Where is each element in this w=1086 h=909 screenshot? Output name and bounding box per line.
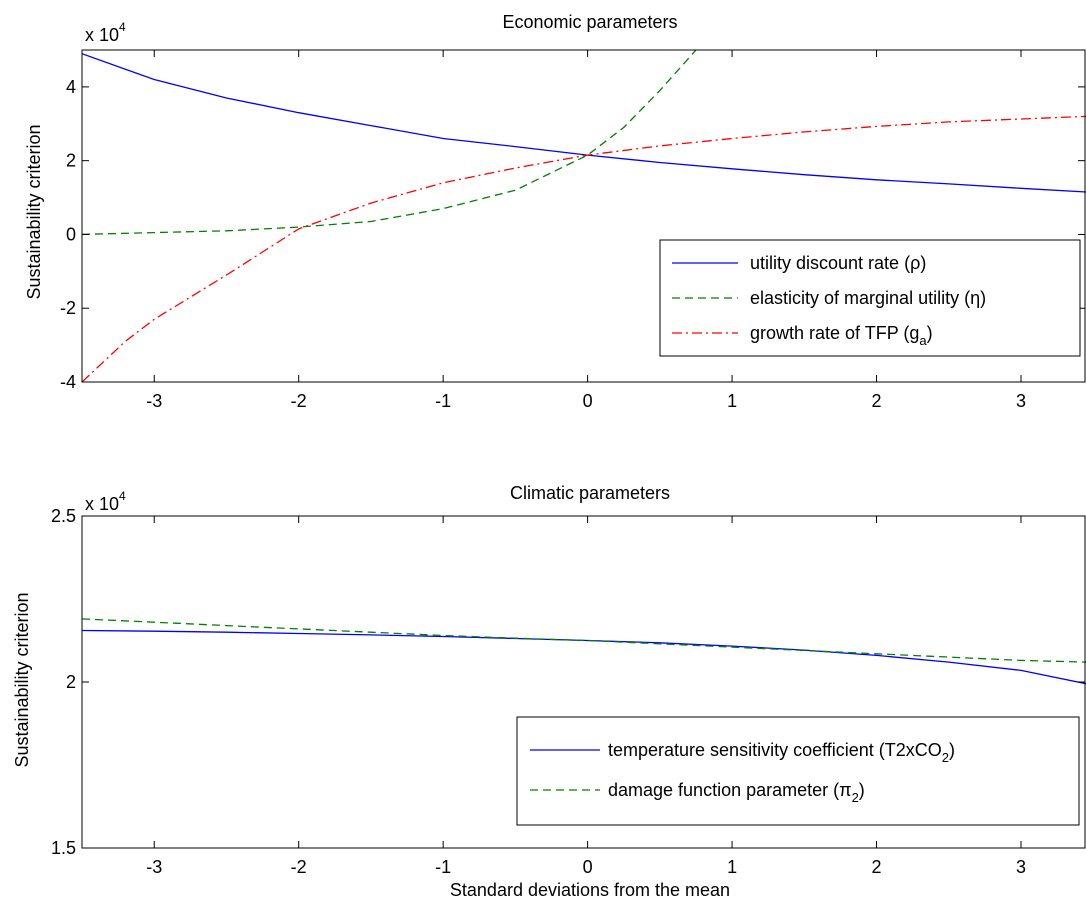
plot-frame <box>81 49 1086 383</box>
svg-text:x 104: x 104 <box>85 20 126 45</box>
x-tick-label: 0 <box>583 857 593 877</box>
chart-title: Climatic parameters <box>510 483 670 503</box>
x-tick-label: -3 <box>146 857 162 877</box>
series-line-1 <box>82 629 1086 685</box>
legend-label: growth rate of TFP (ga) <box>750 323 933 348</box>
y-tick-label: 1.5 <box>51 838 76 858</box>
x-tick-label: 3 <box>1016 391 1026 411</box>
y-axis-label: Sustainability criterion <box>24 124 44 299</box>
x-axis-label: Standard deviations from the mean <box>450 880 730 900</box>
svg-text:x 104: x 104 <box>85 489 126 514</box>
y-tick-label: 0 <box>66 224 76 244</box>
legend: temperature sensitivity coefficient (T2x… <box>516 716 1080 826</box>
y-axis-label: Sustainability criterion <box>12 592 32 767</box>
legend-label: damage function parameter (π2) <box>608 780 865 805</box>
legend-label: temperature sensitivity coefficient (T2x… <box>608 740 955 765</box>
x-tick-label: -3 <box>146 391 162 411</box>
x-tick-label: -2 <box>291 857 307 877</box>
legend: utility discount rate (ρ) elasticity of m… <box>659 239 1081 357</box>
x-tick-label: 1 <box>727 857 737 877</box>
y-tick-label: 4 <box>66 77 76 97</box>
climatic-parameters-panel: Climatic parameters Sustainability crite… <box>12 483 1086 900</box>
x-tick-label: 2 <box>872 857 882 877</box>
x-tick-label: -1 <box>435 857 451 877</box>
x-tick-label: 1 <box>727 391 737 411</box>
series-line-3 <box>82 115 1086 382</box>
economic-parameters-panel: Economic parameters Sustainability crite… <box>24 12 1086 411</box>
x-tick-label: -2 <box>291 391 307 411</box>
y-tick-label: 2 <box>66 151 76 171</box>
chart-title: Economic parameters <box>502 12 677 32</box>
legend-label: utility discount rate (ρ) <box>750 253 926 273</box>
scale-multiplier: x 104 <box>85 489 126 514</box>
y-tick-label: -2 <box>60 298 76 318</box>
y-tick-label: -4 <box>60 372 76 392</box>
legend-label: elasticity of marginal utility (η) <box>750 288 986 308</box>
legend-box <box>516 716 1080 826</box>
x-tick-label: 2 <box>872 391 882 411</box>
series-line-2 <box>82 50 697 236</box>
x-tick-label: 3 <box>1016 857 1026 877</box>
x-tick-label: 0 <box>583 391 593 411</box>
scale-multiplier: x 104 <box>85 20 126 45</box>
x-tick-label: -1 <box>435 391 451 411</box>
y-tick-label: 2 <box>66 672 76 692</box>
y-tick-label: 2.5 <box>51 506 76 526</box>
